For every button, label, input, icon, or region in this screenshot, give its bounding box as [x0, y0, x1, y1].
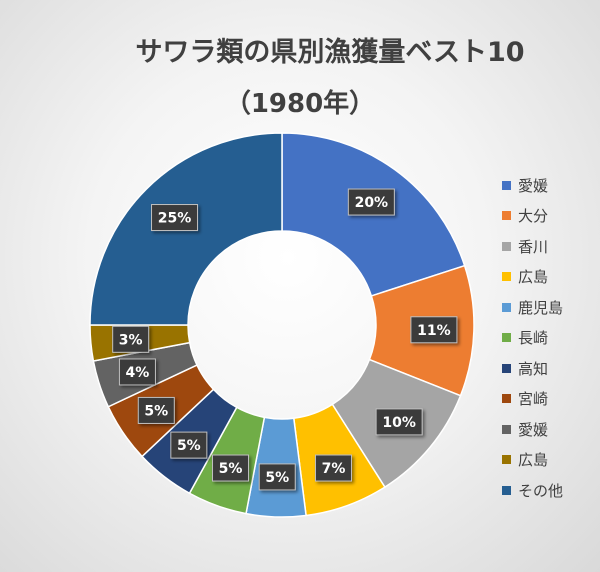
data-label-4: 5% [258, 463, 296, 491]
legend-label: 宮崎 [518, 390, 549, 409]
legend-swatch [502, 363, 511, 373]
data-label-5: 5% [212, 454, 250, 482]
data-label-2: 10% [375, 408, 423, 436]
legend-swatch [502, 241, 511, 251]
svg-text:4%: 4% [126, 365, 150, 381]
data-label-3: 7% [314, 454, 352, 482]
legend-label: 愛媛 [518, 420, 549, 439]
svg-text:7%: 7% [322, 461, 346, 477]
legend-label: 香川 [518, 237, 549, 256]
data-label-8: 4% [118, 358, 156, 386]
legend-swatch [502, 455, 511, 465]
legend-swatch [502, 424, 511, 434]
legend-label: その他 [518, 481, 564, 500]
legend-swatch [502, 394, 511, 404]
svg-text:10%: 10% [382, 415, 416, 431]
legend-label: 広島 [518, 268, 549, 287]
chart-subtitle: （1980年） [224, 89, 376, 119]
legend-item-0: 愛媛 [502, 170, 563, 201]
legend-item-5: 長崎 [502, 323, 563, 354]
svg-text:20%: 20% [355, 195, 389, 211]
legend-label: 広島 [518, 451, 549, 470]
svg-text:5%: 5% [265, 470, 289, 486]
legend-label: 高知 [518, 359, 549, 378]
data-label-10: 25% [151, 204, 199, 232]
data-label-1: 11% [410, 316, 458, 344]
legend-item-3: 広島 [502, 262, 563, 293]
legend-item-7: 宮崎 [502, 384, 563, 415]
legend-label: 長崎 [518, 329, 549, 348]
legend-item-9: 広島 [502, 445, 563, 476]
legend-swatch [502, 180, 511, 190]
legend-label: 愛媛 [518, 176, 549, 195]
legend-item-4: 鹿児島 [502, 292, 563, 323]
legend-swatch [502, 485, 511, 495]
svg-text:5%: 5% [144, 403, 168, 419]
legend: 愛媛 大分 香川 広島 鹿児島 長崎 高知 宮崎 愛媛 広島 その他 [502, 170, 563, 506]
legend-item-1: 大分 [502, 201, 563, 232]
legend-item-8: 愛媛 [502, 414, 563, 445]
legend-label: 鹿児島 [518, 298, 564, 317]
data-label-0: 20% [347, 188, 395, 216]
svg-text:5%: 5% [177, 438, 201, 454]
svg-text:11%: 11% [417, 323, 451, 339]
data-label-6: 5% [170, 431, 208, 459]
svg-text:5%: 5% [219, 461, 243, 477]
svg-text:25%: 25% [158, 211, 192, 227]
legend-swatch [502, 302, 511, 312]
legend-swatch [502, 211, 511, 221]
chart-title: サワラ類の県別漁獲量ベスト10 [135, 37, 525, 68]
legend-item-2: 香川 [502, 231, 563, 262]
legend-label: 大分 [518, 207, 549, 226]
data-label-7: 5% [137, 396, 175, 424]
legend-item-6: 高知 [502, 353, 563, 384]
data-label-9: 3% [112, 325, 150, 353]
svg-text:3%: 3% [119, 332, 143, 348]
legend-swatch [502, 333, 511, 343]
legend-swatch [502, 272, 511, 282]
legend-item-10: その他 [502, 475, 563, 506]
